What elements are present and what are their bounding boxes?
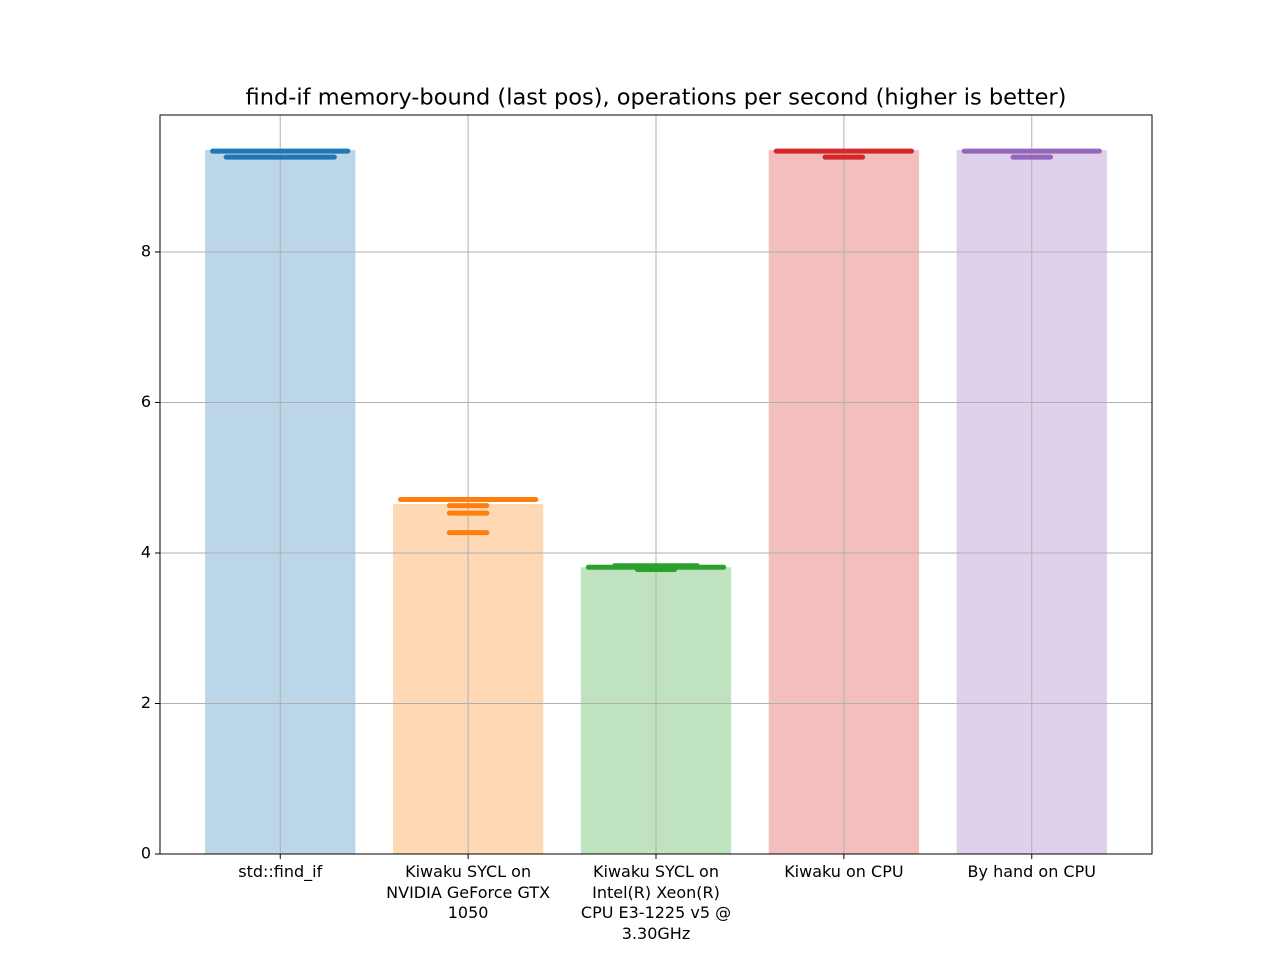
y-tick-label: 6 <box>141 392 151 411</box>
x-tick-label: Kiwaku SYCL on Intel(R) Xeon(R) CPU E3-1… <box>580 862 732 943</box>
y-tick-label: 2 <box>141 693 151 712</box>
x-tick-label: std::find_if <box>238 862 323 881</box>
x-tick-label: By hand on CPU <box>967 862 1096 881</box>
x-tick-label: Kiwaku on CPU <box>784 862 904 881</box>
y-tick-label: 0 <box>141 844 151 863</box>
y-tick-label: 4 <box>141 542 151 561</box>
x-tick-label: Kiwaku SYCL on NVIDIA GeForce GTX 1050 <box>386 862 551 922</box>
y-tick-label: 8 <box>141 241 151 260</box>
chart-title: find-if memory-bound (last pos), operati… <box>246 85 1067 111</box>
plot-frame <box>159 114 1153 855</box>
